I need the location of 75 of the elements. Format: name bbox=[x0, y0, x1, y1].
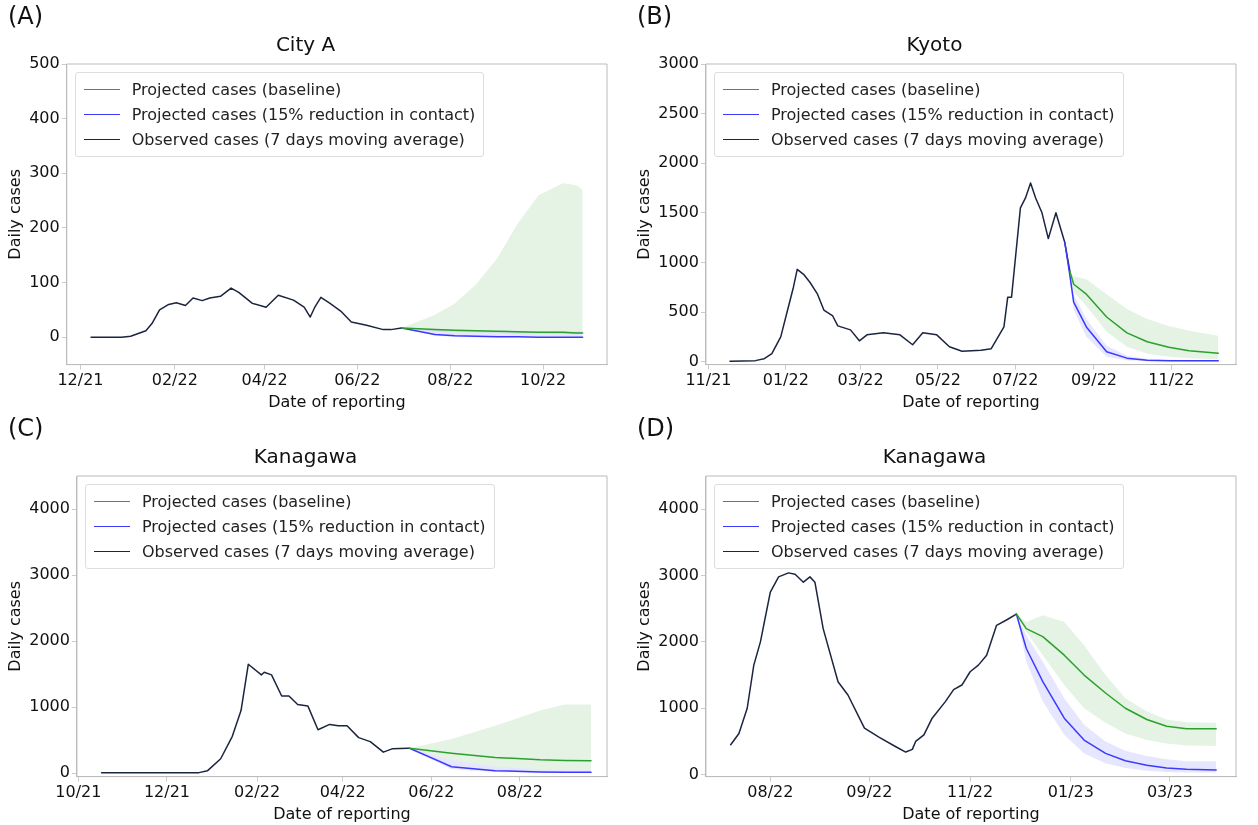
x-tick-label: 11/22 bbox=[947, 782, 994, 802]
chart-title: Kyoto bbox=[906, 32, 963, 57]
legend-label: Projected cases (15% reduction in contact) bbox=[770, 105, 1115, 124]
legend-label: Projected cases (baseline) bbox=[141, 492, 352, 511]
y-axis-title: Daily cases bbox=[4, 580, 24, 672]
y-tick-label: 200 bbox=[29, 217, 60, 237]
legend-label: Projected cases (15% reduction in contact) bbox=[141, 517, 486, 536]
legend-label: Observed cases (7 days moving average) bbox=[770, 130, 1104, 149]
x-axis-title: Date of reporting bbox=[902, 803, 1040, 823]
y-tick-label: 0 bbox=[59, 762, 70, 782]
x-tick-label: 08/22 bbox=[427, 370, 474, 390]
x-tick-label: 12/21 bbox=[143, 782, 191, 802]
y-tick-label: 1000 bbox=[658, 251, 699, 271]
chart-title: City A bbox=[275, 32, 336, 57]
y-tick-label: 4000 bbox=[658, 498, 699, 518]
chart-title: Kanagawa bbox=[253, 444, 358, 469]
text: (C) bbox=[8, 414, 44, 443]
legend-label: Projected cases (baseline) bbox=[770, 492, 981, 511]
y-tick-label: 400 bbox=[29, 107, 60, 127]
x-tick-label: 02/22 bbox=[151, 370, 198, 390]
x-tick-label: 09/22 bbox=[846, 782, 893, 802]
x-axis-title: Date of reporting bbox=[273, 803, 411, 823]
x-tick-label: 05/22 bbox=[914, 370, 962, 390]
legend-label: Projected cases (15% reduction in contact) bbox=[131, 105, 476, 124]
x-tick-label: 09/22 bbox=[1070, 370, 1118, 390]
legend-label: Projected cases (baseline) bbox=[131, 80, 342, 99]
y-axis-title: Daily cases bbox=[633, 168, 653, 260]
y-tick-label: 1000 bbox=[29, 696, 70, 716]
x-tick-label: 01/23 bbox=[1047, 782, 1094, 802]
text: (D) bbox=[637, 414, 675, 443]
x-tick-label: 12/21 bbox=[57, 370, 104, 390]
y-tick-label: 1500 bbox=[658, 201, 699, 221]
x-tick-label: 11/22 bbox=[1148, 370, 1195, 390]
y-tick-label: 300 bbox=[29, 162, 60, 182]
x-axis-title: Date of reporting bbox=[902, 391, 1040, 411]
x-tick-label: 07/22 bbox=[992, 370, 1039, 390]
y-tick-label: 500 bbox=[29, 53, 60, 73]
legend-label: Projected cases (15% reduction in contact) bbox=[770, 517, 1115, 536]
y-tick-label: 3000 bbox=[29, 564, 70, 584]
legend-label: Observed cases (7 days moving average) bbox=[141, 542, 475, 561]
y-tick-label: 3000 bbox=[658, 564, 699, 584]
y-tick-label: 0 bbox=[688, 763, 699, 783]
y-tick-label: 4000 bbox=[29, 498, 70, 518]
y-tick-label: 2500 bbox=[658, 102, 699, 122]
legend-label: Projected cases (baseline) bbox=[770, 80, 981, 99]
x-tick-label: 04/22 bbox=[319, 782, 366, 802]
text: (B) bbox=[637, 2, 673, 31]
y-tick-label: 2000 bbox=[29, 630, 70, 650]
y-axis-title: Daily cases bbox=[4, 168, 24, 260]
x-tick-label: 03/23 bbox=[1146, 782, 1193, 802]
x-tick-label: 06/22 bbox=[334, 370, 381, 390]
y-tick-label: 500 bbox=[668, 301, 699, 321]
x-tick-label: 10/21 bbox=[55, 782, 102, 802]
y-tick-label: 2000 bbox=[658, 631, 699, 651]
chart-title: Kanagawa bbox=[882, 444, 987, 469]
y-axis-title: Daily cases bbox=[633, 580, 653, 672]
text: (A) bbox=[8, 2, 44, 31]
x-tick-label: 04/22 bbox=[241, 370, 288, 390]
x-tick-label: 11/21 bbox=[685, 370, 732, 390]
legend-label: Observed cases (7 days moving average) bbox=[131, 130, 465, 149]
y-tick-label: 100 bbox=[29, 271, 60, 291]
legend-label: Observed cases (7 days moving average) bbox=[770, 542, 1104, 561]
x-tick-label: 06/22 bbox=[408, 782, 455, 802]
y-tick-label: 3000 bbox=[658, 53, 699, 73]
x-tick-label: 02/22 bbox=[233, 782, 281, 802]
x-tick-label: 08/22 bbox=[496, 782, 543, 802]
x-tick-label: 10/22 bbox=[520, 370, 567, 390]
x-axis-title: Date of reporting bbox=[268, 391, 406, 411]
x-tick-label: 01/22 bbox=[762, 370, 809, 390]
x-tick-label: 08/22 bbox=[747, 782, 794, 802]
y-tick-label: 0 bbox=[49, 326, 60, 346]
x-tick-label: 03/22 bbox=[837, 370, 884, 390]
y-tick-label: 1000 bbox=[658, 697, 699, 717]
y-tick-label: 0 bbox=[688, 350, 699, 370]
y-tick-label: 2000 bbox=[658, 152, 699, 172]
